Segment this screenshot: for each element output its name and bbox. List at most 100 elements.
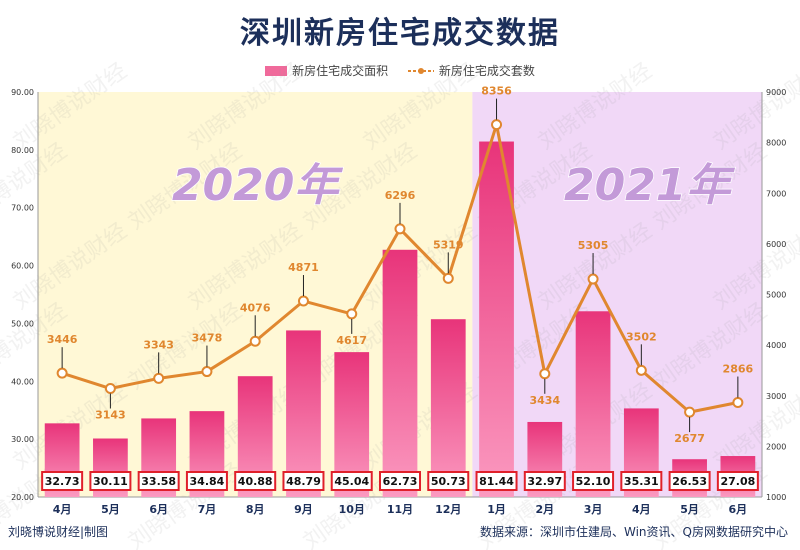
x-tick-label-5: 8月	[246, 503, 265, 516]
bar-value-label-14: 26.53	[672, 475, 707, 488]
line-value-label-6: 4871	[288, 261, 319, 274]
bar-label-box-15	[716, 471, 759, 491]
line-point-8	[394, 223, 406, 235]
x-tick-label-11: 2月	[535, 503, 554, 516]
line-value-label-5: 4076	[240, 301, 271, 314]
bar-value-label-11: 32.97	[527, 475, 562, 488]
line-value-label-13: 3502	[626, 330, 657, 343]
y-left-tick-label: 50.00	[11, 319, 34, 328]
line-value-label-4: 3478	[192, 332, 223, 345]
line-point-14	[684, 406, 696, 418]
x-tick-label-6: 9月	[294, 503, 313, 516]
bar-label-box-11	[523, 471, 566, 491]
line-point-7	[346, 308, 358, 320]
period-year-label-2: 2021年	[564, 160, 735, 211]
bar-label-box-3	[137, 471, 180, 491]
y-right-tick-label: 3000	[766, 392, 786, 401]
y-left-tick-label: 20.00	[11, 493, 34, 502]
period-year-label-1: 2020年	[172, 160, 343, 211]
line-value-label-14: 2677	[674, 432, 705, 445]
bar-value-label-1: 32.73	[45, 475, 80, 488]
bar-label-box-5	[234, 471, 277, 491]
y-left-tick-label: 70.00	[11, 204, 34, 213]
y-right-tick-label: 2000	[766, 442, 786, 451]
bar-label-box-12	[572, 471, 615, 491]
bar-value-label-4: 34.84	[190, 475, 225, 488]
y-right-tick-label: 7000	[766, 189, 786, 198]
line-value-label-2: 3143	[95, 409, 126, 422]
bar-label-box-10	[475, 471, 518, 491]
line-value-label-12: 5305	[578, 239, 609, 252]
line-point-1	[56, 367, 68, 379]
legend-line-swatch	[407, 67, 434, 74]
line-value-label-8: 6296	[385, 189, 416, 202]
period-background-2	[472, 92, 762, 497]
bar-8	[382, 249, 418, 497]
legend-item-count: 新房住宅成交套数	[407, 62, 535, 79]
y-left-tick-label: 80.00	[11, 146, 34, 155]
line-point-3	[153, 372, 165, 384]
x-tick-label-15: 6月	[729, 503, 748, 516]
bar-10	[479, 141, 514, 498]
legend-item-area: 新房住宅成交面积	[265, 62, 388, 79]
y-left-tick-label: 60.00	[11, 262, 34, 271]
bar-value-label-10: 81.44	[479, 475, 514, 488]
bar-label-box-13	[620, 471, 663, 491]
line-value-label-15: 2866	[723, 363, 754, 376]
x-tick-label-1: 4月	[53, 503, 72, 516]
y-right-tick-label: 9000	[766, 88, 786, 97]
legend-bar-swatch	[265, 65, 288, 76]
bar-value-label-2: 30.11	[93, 475, 128, 488]
bar-label-box-4	[185, 471, 228, 491]
x-tick-label-10: 1月	[487, 503, 506, 516]
line-point-4	[201, 366, 213, 378]
chart-title: 深圳新房住宅成交数据	[240, 16, 560, 51]
y-left-tick-label: 40.00	[11, 377, 34, 386]
line-point-6	[297, 295, 309, 307]
bar-value-label-3: 33.58	[141, 475, 176, 488]
bar-label-box-14	[668, 471, 711, 491]
bar-value-label-6: 48.79	[286, 475, 321, 488]
line-value-label-7: 4617	[336, 334, 367, 347]
bar-6	[286, 330, 321, 497]
x-tick-label-8: 11月	[387, 503, 413, 516]
x-tick-label-9: 12月	[435, 503, 461, 516]
line-point-13	[635, 364, 647, 376]
bar-9	[430, 319, 466, 497]
x-tick-label-4: 7月	[198, 503, 217, 516]
legend-label-area: 新房住宅成交面积	[292, 64, 389, 78]
line-point-12	[587, 273, 599, 285]
bar-value-label-8: 62.73	[383, 475, 418, 488]
line-value-label-3: 3343	[143, 338, 174, 351]
footer-credit: 刘晓博说财经|制图	[8, 525, 109, 539]
bar-value-label-15: 27.08	[720, 475, 755, 488]
y-right-tick-label: 4000	[766, 341, 786, 350]
y-left-tick-label: 90.00	[11, 88, 34, 97]
bar-label-box-7	[330, 471, 373, 491]
bar-value-label-13: 35.31	[624, 475, 659, 488]
x-tick-label-14: 5月	[680, 503, 699, 516]
line-value-label-9: 5319	[433, 238, 464, 251]
y-right-tick-label: 5000	[766, 291, 786, 300]
line-point-5	[249, 335, 261, 347]
x-tick-label-3: 6月	[149, 503, 168, 516]
line-value-label-1: 3446	[47, 333, 78, 346]
bar-label-box-9	[427, 471, 470, 491]
y-right-tick-label: 1000	[766, 493, 786, 502]
line-value-label-10: 8356	[481, 85, 512, 98]
line-point-9	[442, 272, 454, 284]
y-right-tick-label: 6000	[766, 240, 786, 249]
bar-label-box-2	[89, 471, 132, 491]
bar-value-label-7: 45.04	[334, 475, 369, 488]
line-value-label-11: 3434	[529, 394, 560, 407]
bar-value-label-5: 40.88	[238, 475, 273, 488]
y-left-tick-label: 30.00	[11, 435, 34, 444]
legend: 新房住宅成交面积 新房住宅成交套数	[0, 62, 800, 79]
footer-source: 数据来源：深圳市住建局、Win资讯、Q房网数据研究中心	[480, 525, 788, 539]
bar-value-label-12: 52.10	[576, 475, 611, 488]
line-point-2	[104, 383, 116, 395]
x-tick-label-13: 4月	[632, 503, 651, 516]
line-point-15	[732, 397, 744, 409]
y-right-tick-label: 8000	[766, 139, 786, 148]
